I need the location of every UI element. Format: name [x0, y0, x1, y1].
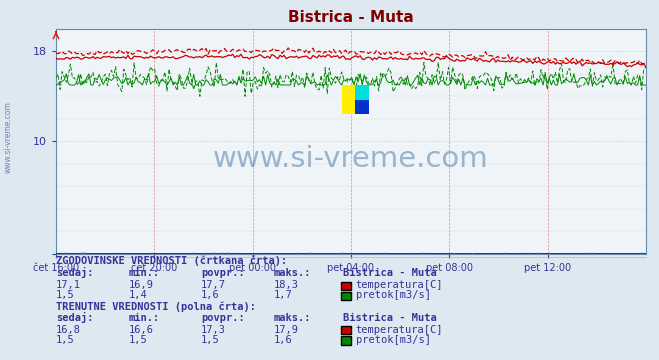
Text: Bistrica - Muta: Bistrica - Muta: [343, 269, 436, 279]
Text: temperatura[C]: temperatura[C]: [356, 325, 444, 335]
Text: 1,7: 1,7: [273, 290, 292, 300]
Text: 1,6: 1,6: [273, 335, 292, 345]
Text: 17,7: 17,7: [201, 280, 226, 290]
Title: Bistrica - Muta: Bistrica - Muta: [288, 10, 414, 25]
Text: 16,9: 16,9: [129, 280, 154, 290]
Text: povpr.:: povpr.:: [201, 313, 244, 323]
Text: sedaj:: sedaj:: [56, 267, 94, 279]
Text: maks.:: maks.:: [273, 313, 311, 323]
Text: www.si-vreme.com: www.si-vreme.com: [3, 101, 13, 173]
Text: pretok[m3/s]: pretok[m3/s]: [356, 335, 431, 345]
Text: sedaj:: sedaj:: [56, 312, 94, 323]
Text: 1,5: 1,5: [56, 335, 74, 345]
Bar: [355, 100, 368, 114]
Text: 18,3: 18,3: [273, 280, 299, 290]
Text: www.si-vreme.com: www.si-vreme.com: [213, 145, 489, 173]
Text: maks.:: maks.:: [273, 269, 311, 279]
Text: 16,6: 16,6: [129, 325, 154, 335]
Bar: [342, 85, 355, 114]
Text: 1,4: 1,4: [129, 290, 147, 300]
Text: 17,9: 17,9: [273, 325, 299, 335]
Text: 16,8: 16,8: [56, 325, 81, 335]
Text: ZGODOVINSKE VREDNOSTI (črtkana črta):: ZGODOVINSKE VREDNOSTI (črtkana črta):: [56, 255, 287, 266]
Text: TRENUTNE VREDNOSTI (polna črta):: TRENUTNE VREDNOSTI (polna črta):: [56, 301, 256, 312]
Text: 1,6: 1,6: [201, 290, 219, 300]
Text: pretok[m3/s]: pretok[m3/s]: [356, 290, 431, 300]
Text: min.:: min.:: [129, 269, 159, 279]
Text: povpr.:: povpr.:: [201, 269, 244, 279]
Text: 1,5: 1,5: [56, 290, 74, 300]
Text: Bistrica - Muta: Bistrica - Muta: [343, 313, 436, 323]
Text: min.:: min.:: [129, 313, 159, 323]
Text: 17,3: 17,3: [201, 325, 226, 335]
Text: 1,5: 1,5: [201, 335, 219, 345]
Bar: [355, 85, 368, 100]
Text: 17,1: 17,1: [56, 280, 81, 290]
Text: 1,5: 1,5: [129, 335, 147, 345]
Text: temperatura[C]: temperatura[C]: [356, 280, 444, 290]
